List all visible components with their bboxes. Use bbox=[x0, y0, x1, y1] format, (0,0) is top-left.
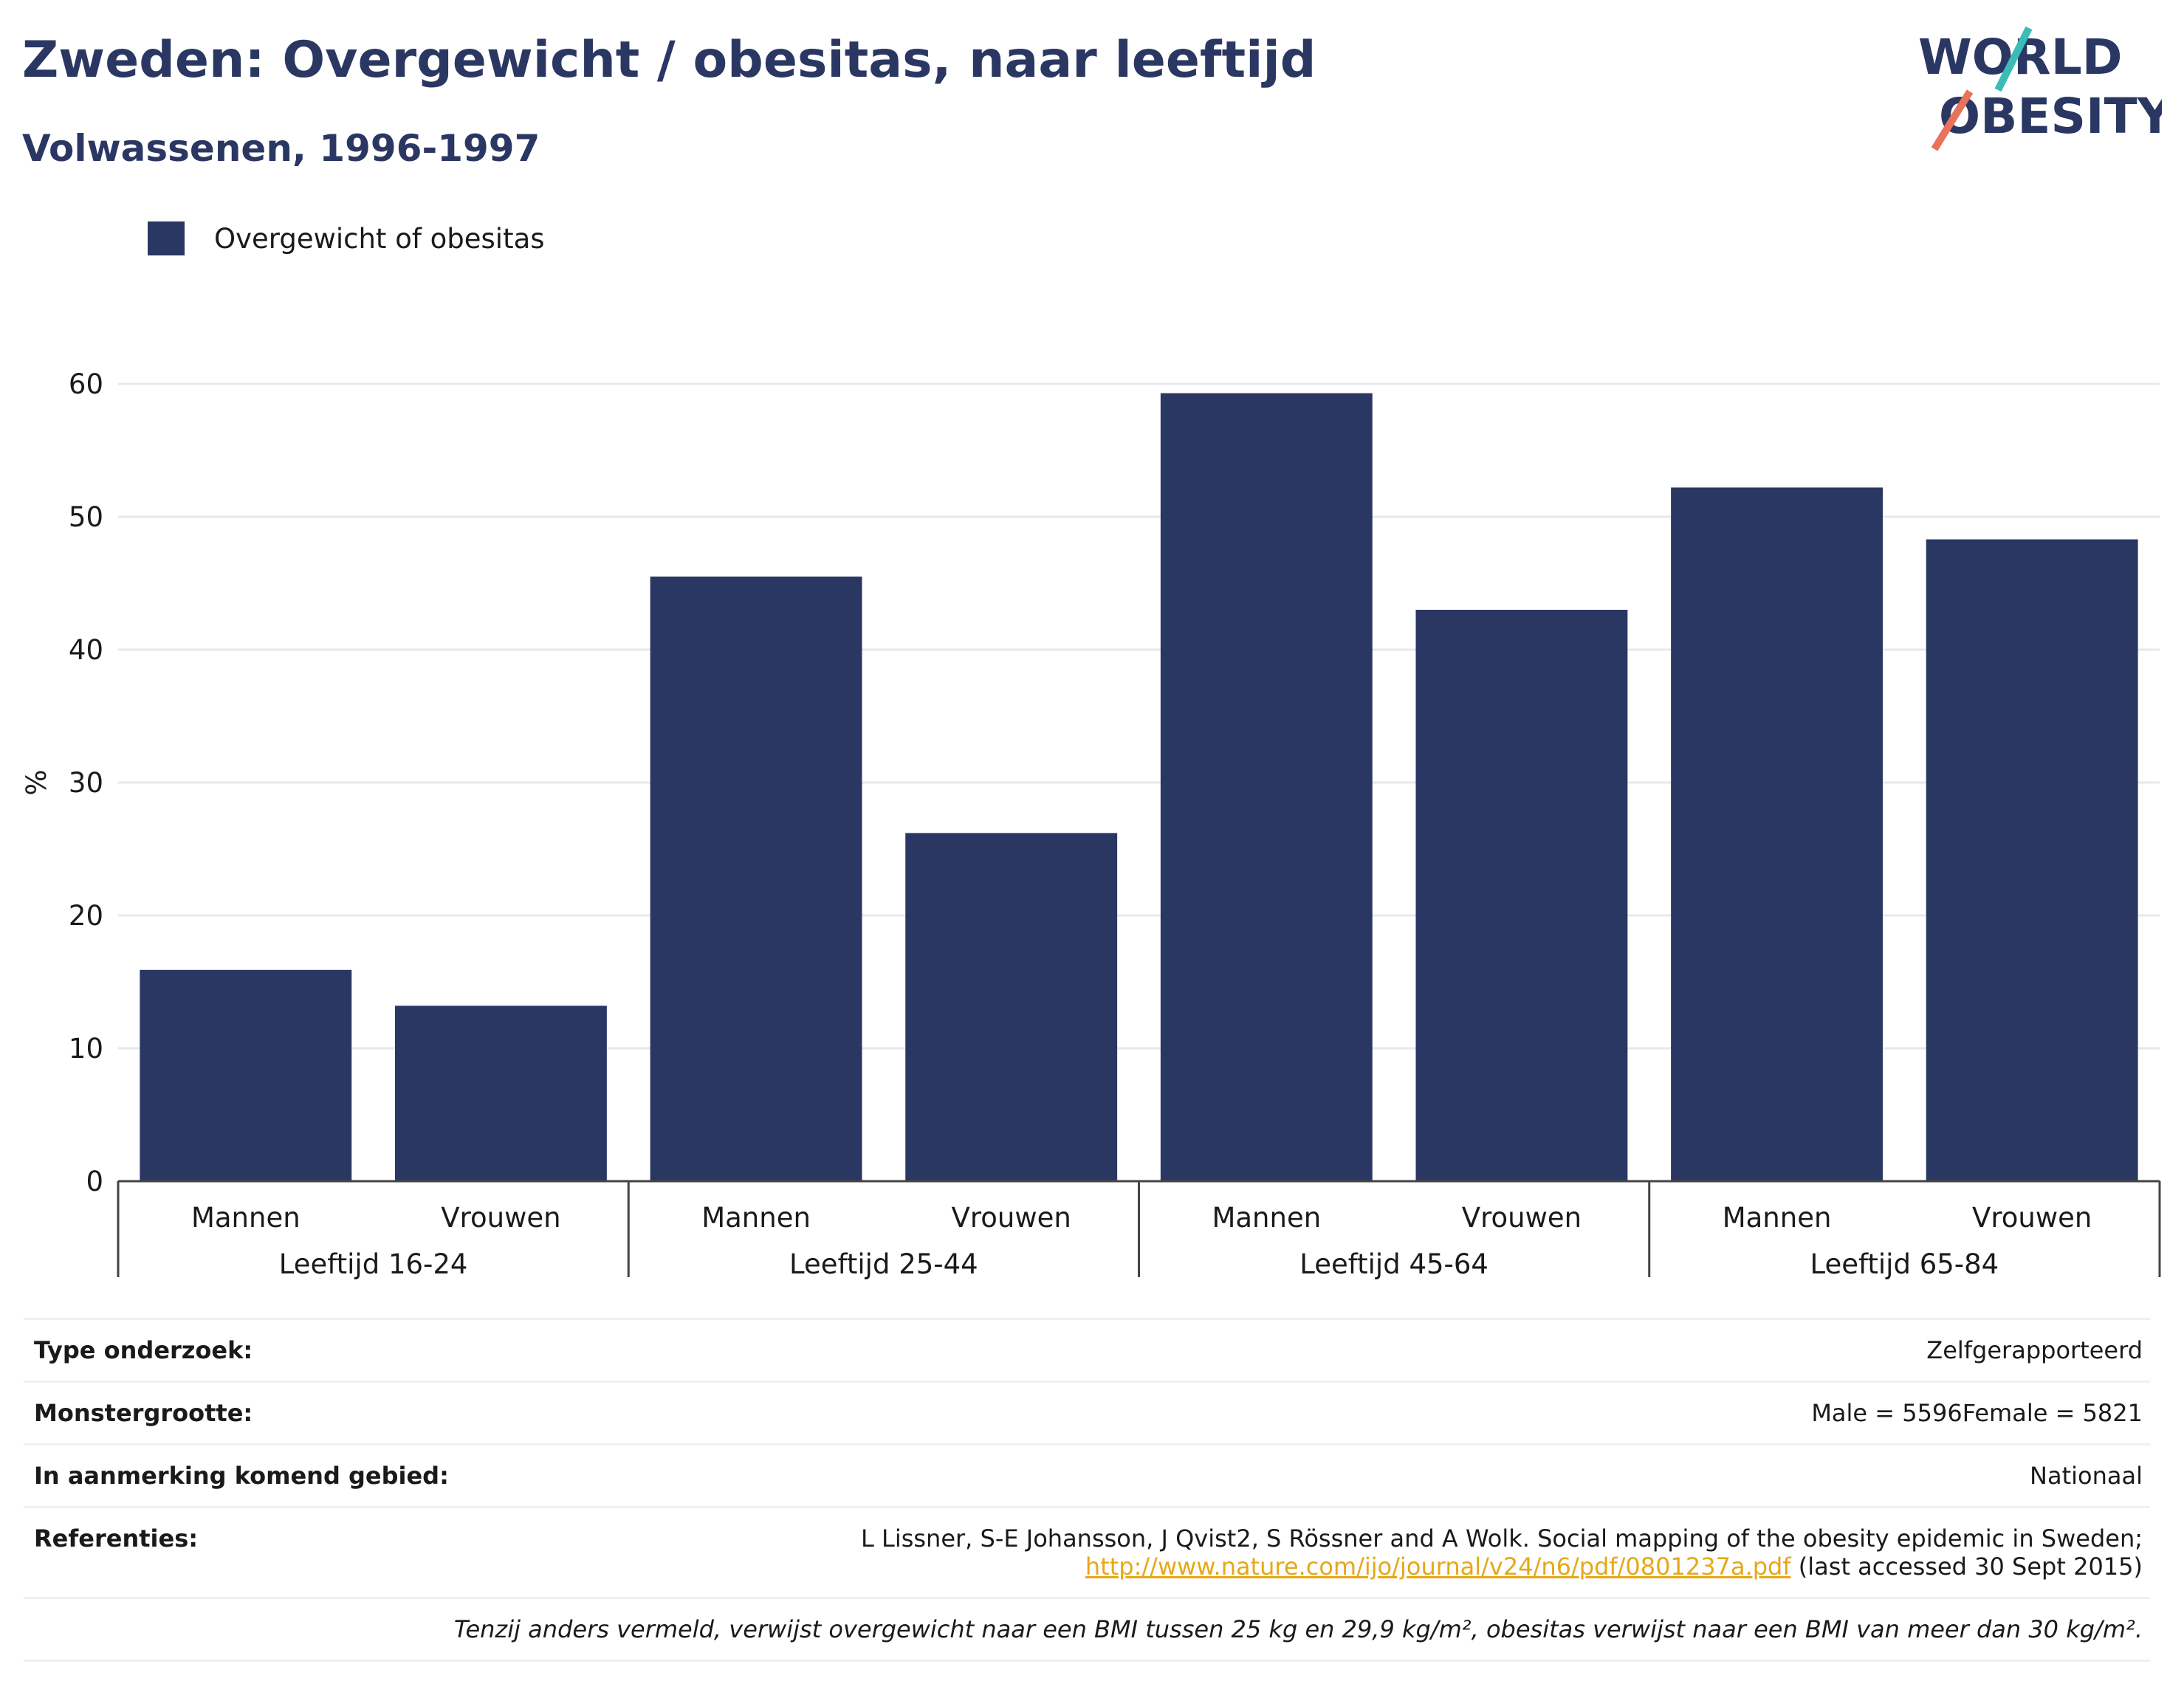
x-category-label: Vrouwen bbox=[952, 1202, 1071, 1234]
bar bbox=[395, 1005, 607, 1181]
x-group-label: Leeftijd 65-84 bbox=[1810, 1248, 1999, 1280]
bar bbox=[650, 577, 862, 1181]
x-category-label: Vrouwen bbox=[1972, 1202, 2092, 1234]
x-category-label: Vrouwen bbox=[1462, 1202, 1582, 1234]
y-tick-label: 0 bbox=[86, 1166, 103, 1197]
y-tick-label: 50 bbox=[69, 501, 103, 533]
page-title: Zweden: Overgewicht / obesitas, naar lee… bbox=[22, 31, 1316, 89]
references-link[interactable]: http://www.nature.com/ijo/journal/v24/n6… bbox=[1085, 1553, 1791, 1581]
x-category-label: Mannen bbox=[191, 1202, 301, 1234]
y-tick-label: 30 bbox=[69, 767, 103, 799]
area-label: In aanmerking komend gebied: bbox=[34, 1462, 449, 1490]
x-category-label: Vrouwen bbox=[441, 1202, 560, 1234]
world-obesity-logo: WORLD OBESITY bbox=[1918, 22, 2162, 155]
info-row-footnote: Tenzij anders vermeld, verwijst overgewi… bbox=[24, 1597, 2150, 1662]
svg-text:OBESITY: OBESITY bbox=[1939, 88, 2162, 145]
legend-label: Overgewicht of obesitas bbox=[214, 223, 545, 255]
chart-legend[interactable]: Overgewicht of obesitas bbox=[148, 221, 545, 255]
sample-size-value: Male = 5596Female = 5821 bbox=[1811, 1399, 2143, 1427]
info-row-references: Referenties: L Lissner, S-E Johansson, J… bbox=[24, 1506, 2150, 1597]
bar bbox=[1671, 487, 1883, 1181]
y-tick-label: 20 bbox=[69, 900, 103, 932]
x-group-label: Leeftijd 45-64 bbox=[1299, 1248, 1488, 1280]
y-tick-label: 60 bbox=[69, 368, 103, 400]
x-group-label: Leeftijd 16-24 bbox=[279, 1248, 468, 1280]
references-value: L Lissner, S-E Johansson, J Qvist2, S Rö… bbox=[861, 1524, 2143, 1581]
bar bbox=[905, 833, 1117, 1181]
bar bbox=[1161, 393, 1373, 1181]
x-category-label: Mannen bbox=[1212, 1202, 1321, 1234]
y-tick-label: 40 bbox=[69, 634, 103, 666]
survey-type-value: Zelfgerapporteerd bbox=[1926, 1336, 2143, 1364]
y-axis-label: % bbox=[21, 769, 52, 795]
x-category-label: Mannen bbox=[1723, 1202, 1832, 1234]
sample-size-label: Monstergrootte: bbox=[34, 1399, 253, 1427]
x-group-label: Leeftijd 25-44 bbox=[789, 1248, 978, 1280]
bar bbox=[140, 970, 351, 1181]
info-row-sample-size: Monstergrootte: Male = 5596Female = 5821 bbox=[24, 1381, 2150, 1443]
info-table: Type onderzoek: Zelfgerapporteerd Monste… bbox=[24, 1318, 2150, 1662]
bar bbox=[1416, 610, 1628, 1181]
page-subtitle: Volwassenen, 1996-1997 bbox=[22, 127, 540, 170]
references-text: L Lissner, S-E Johansson, J Qvist2, S Rö… bbox=[861, 1524, 2143, 1553]
area-value: Nationaal bbox=[2030, 1462, 2143, 1490]
x-category-label: Mannen bbox=[701, 1202, 811, 1234]
survey-type-label: Type onderzoek: bbox=[34, 1336, 253, 1364]
legend-swatch bbox=[148, 221, 185, 255]
y-tick-label: 10 bbox=[69, 1033, 103, 1065]
bar bbox=[1926, 540, 2138, 1181]
bar-chart: 0 10 20 30 40 50 60% Mannen Vrouwen Mannen Vrouwen… bbox=[0, 354, 2184, 1285]
info-row-area: In aanmerking komend gebied: Nationaal bbox=[24, 1443, 2150, 1506]
references-accessed: (last accessed 30 Sept 2015) bbox=[1799, 1553, 2143, 1581]
info-row-survey-type: Type onderzoek: Zelfgerapporteerd bbox=[24, 1318, 2150, 1381]
footnote: Tenzij anders vermeld, verwijst overgewi… bbox=[454, 1615, 2143, 1643]
references-label: Referenties: bbox=[34, 1524, 198, 1553]
